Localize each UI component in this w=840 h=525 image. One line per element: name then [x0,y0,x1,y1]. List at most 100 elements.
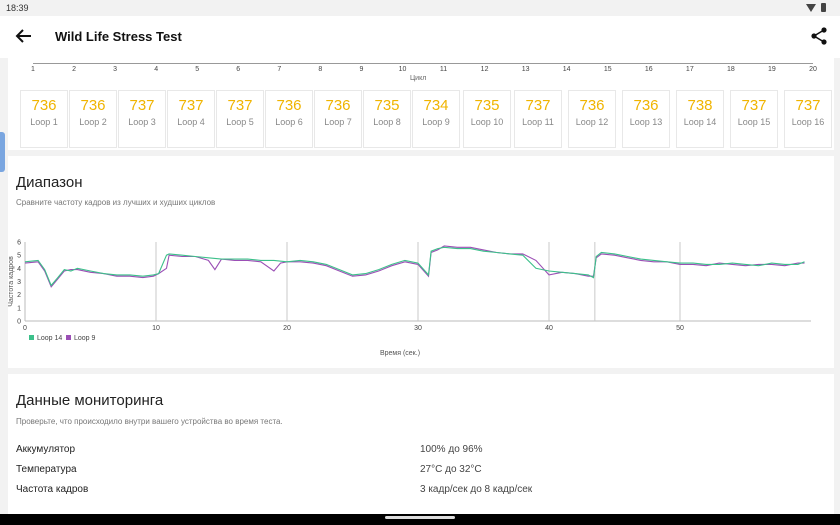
loop-score-tile[interactable]: 737 Loop 5 [216,90,264,148]
loop-score-value: 737 [795,97,821,114]
loop-score-label: Loop 5 [226,117,254,127]
loop-score-tile[interactable]: 736 Loop 2 [69,90,117,148]
loop-score-tile[interactable]: 736 Loop 7 [314,90,362,148]
loop-score-value: 735 [374,97,400,114]
loop-score-value: 736 [31,97,57,114]
loop-scores-card: Цикл 1 2 3 4 5 6 7 8 9 10 11 12 13 14 15 16 17 18 19 20 736… [8,58,834,150]
loop-score-label: Loop 15 [737,117,771,127]
loop-score-tile[interactable]: 737 Loop 3 [118,90,166,148]
cycle-tick-label: 5 [195,66,200,73]
page-title: Wild Life Stress Test [55,29,182,44]
cycle-tick-label: 6 [236,66,241,73]
y-tick-label: 0 [17,319,21,326]
cycle-tick-label: 11 [439,66,448,73]
monitoring-row-battery: Аккумулятор 100% до 96% [16,444,816,458]
cycle-axis-label: Цикл [410,75,427,82]
loop-score-tile[interactable]: 737 Loop 4 [167,90,215,148]
series-line [24,245,805,288]
monitoring-value: 3 кадр/сек до 8 кадр/сек [420,484,533,495]
x-tick-label: 0 [23,325,27,332]
loop-score-label: Loop 7 [324,117,352,127]
monitoring-label: Температура [16,464,77,475]
x-axis-label: Время (сек.) [380,350,420,357]
cycle-axis-line [33,63,813,64]
loop-score-label: Loop 13 [629,117,663,127]
cycle-tick-label: 2 [72,66,76,73]
cycle-tick-label: 9 [359,66,364,73]
cycle-tick-label: 18 [726,66,735,73]
cycle-tick-label: 13 [521,66,530,73]
loop-score-label: Loop 1 [30,117,58,127]
home-gesture-handle[interactable] [385,516,455,519]
legend-swatch [29,335,34,340]
system-nav-bar [0,514,840,525]
cycle-tick-label: 20 [809,66,817,73]
loop-score-tile[interactable]: 735 Loop 10 [463,90,511,148]
y-tick-label: 5 [17,253,21,260]
monitoring-label: Аккумулятор [16,444,76,455]
loop-score-tile[interactable]: 737 Loop 11 [514,90,562,148]
cycle-tick-label: 16 [644,66,653,73]
loop-score-label: Loop 3 [128,117,156,127]
monitoring-card: Данные мониторинга Проверьте, что происх… [8,374,834,514]
loop-score-tile[interactable]: 736 Loop 13 [622,90,670,148]
y-tick-label: 2 [17,292,21,299]
monitoring-title: Данные мониторинга [16,392,164,409]
cycle-tick-label: 7 [277,66,282,73]
loop-score-tile[interactable]: 736 Loop 1 [20,90,68,148]
y-axis-label: Частота кадров [8,256,15,307]
loop-score-value: 736 [579,97,605,114]
legend-label: Loop 9 [74,335,96,342]
cycle-tick-label: 4 [154,66,159,73]
x-tick-label: 20 [283,325,291,332]
y-tick-label: 3 [17,279,21,286]
monitoring-row-framerate: Частота кадров 3 кадр/сек до 8 кадр/сек [16,484,816,498]
loop-score-value: 736 [633,97,659,114]
x-tick-label: 10 [152,325,160,332]
loop-score-tile[interactable]: 736 Loop 12 [568,90,616,148]
loop-score-label: Loop 12 [575,117,609,127]
cycle-tick-label: 17 [685,66,694,73]
loop-score-label: Loop 6 [275,117,303,127]
monitoring-subtitle: Проверьте, что происходило внутри вашего… [16,417,283,426]
loop-score-value: 737 [741,97,767,114]
monitoring-row-temperature: Температура 27°C до 32°C [16,464,816,478]
loop-score-tile[interactable]: 736 Loop 6 [265,90,313,148]
fps-range-chart: 0 1 2 3 4 5 6 0 10 20 30 40 50 Частота кадров Время (с… [8,240,811,357]
cycle-tick-label: 14 [562,66,571,73]
loop-score-value: 734 [423,97,449,114]
y-tick-label: 6 [17,240,21,247]
status-bar: 18:39 [0,0,840,16]
loop-score-value: 736 [80,97,106,114]
loop-score-label: Loop 14 [683,117,717,127]
cycle-tick-label: 15 [603,66,612,73]
loop-score-value: 735 [474,97,500,114]
loop-list[interactable]: 736 Loop 1 736 Loop 2 737 Loop 3 737 Loop 4 737 L… [20,90,834,150]
range-card: Диапазон Сравните частоту кадров из лучш… [8,156,834,368]
series-line [24,246,805,287]
y-tick-label: 4 [17,266,21,273]
loop-score-label: Loop 11 [522,117,554,127]
y-tick-label: 1 [17,305,21,312]
cycle-tick-label: 3 [113,66,118,73]
monitoring-value: 100% до 96% [420,444,483,455]
loop-score-tile[interactable]: 737 Loop 16 [784,90,832,148]
status-time: 18:39 [6,3,29,13]
app-bar: Wild Life Stress Test [0,16,840,58]
loop-score-tile[interactable]: 737 Loop 15 [730,90,778,148]
cycle-tick-label: 12 [480,66,489,73]
loop-score-tile[interactable]: 738 Loop 14 [676,90,724,148]
loop-score-value: 737 [227,97,253,114]
loop-score-value: 737 [178,97,204,114]
loop-score-tile[interactable]: 735 Loop 8 [363,90,411,148]
back-arrow-icon[interactable] [14,26,34,46]
monitoring-label: Частота кадров [16,484,89,495]
side-panel-handle[interactable] [0,132,5,172]
range-subtitle: Сравните частоту кадров из лучших и худш… [16,198,216,207]
range-title: Диапазон [16,174,83,191]
share-icon[interactable] [810,26,828,46]
loop-score-value: 737 [129,97,155,114]
cycle-tick-label: 8 [318,66,323,73]
loop-score-label: Loop 4 [177,117,205,127]
loop-score-tile[interactable]: 734 Loop 9 [412,90,460,148]
